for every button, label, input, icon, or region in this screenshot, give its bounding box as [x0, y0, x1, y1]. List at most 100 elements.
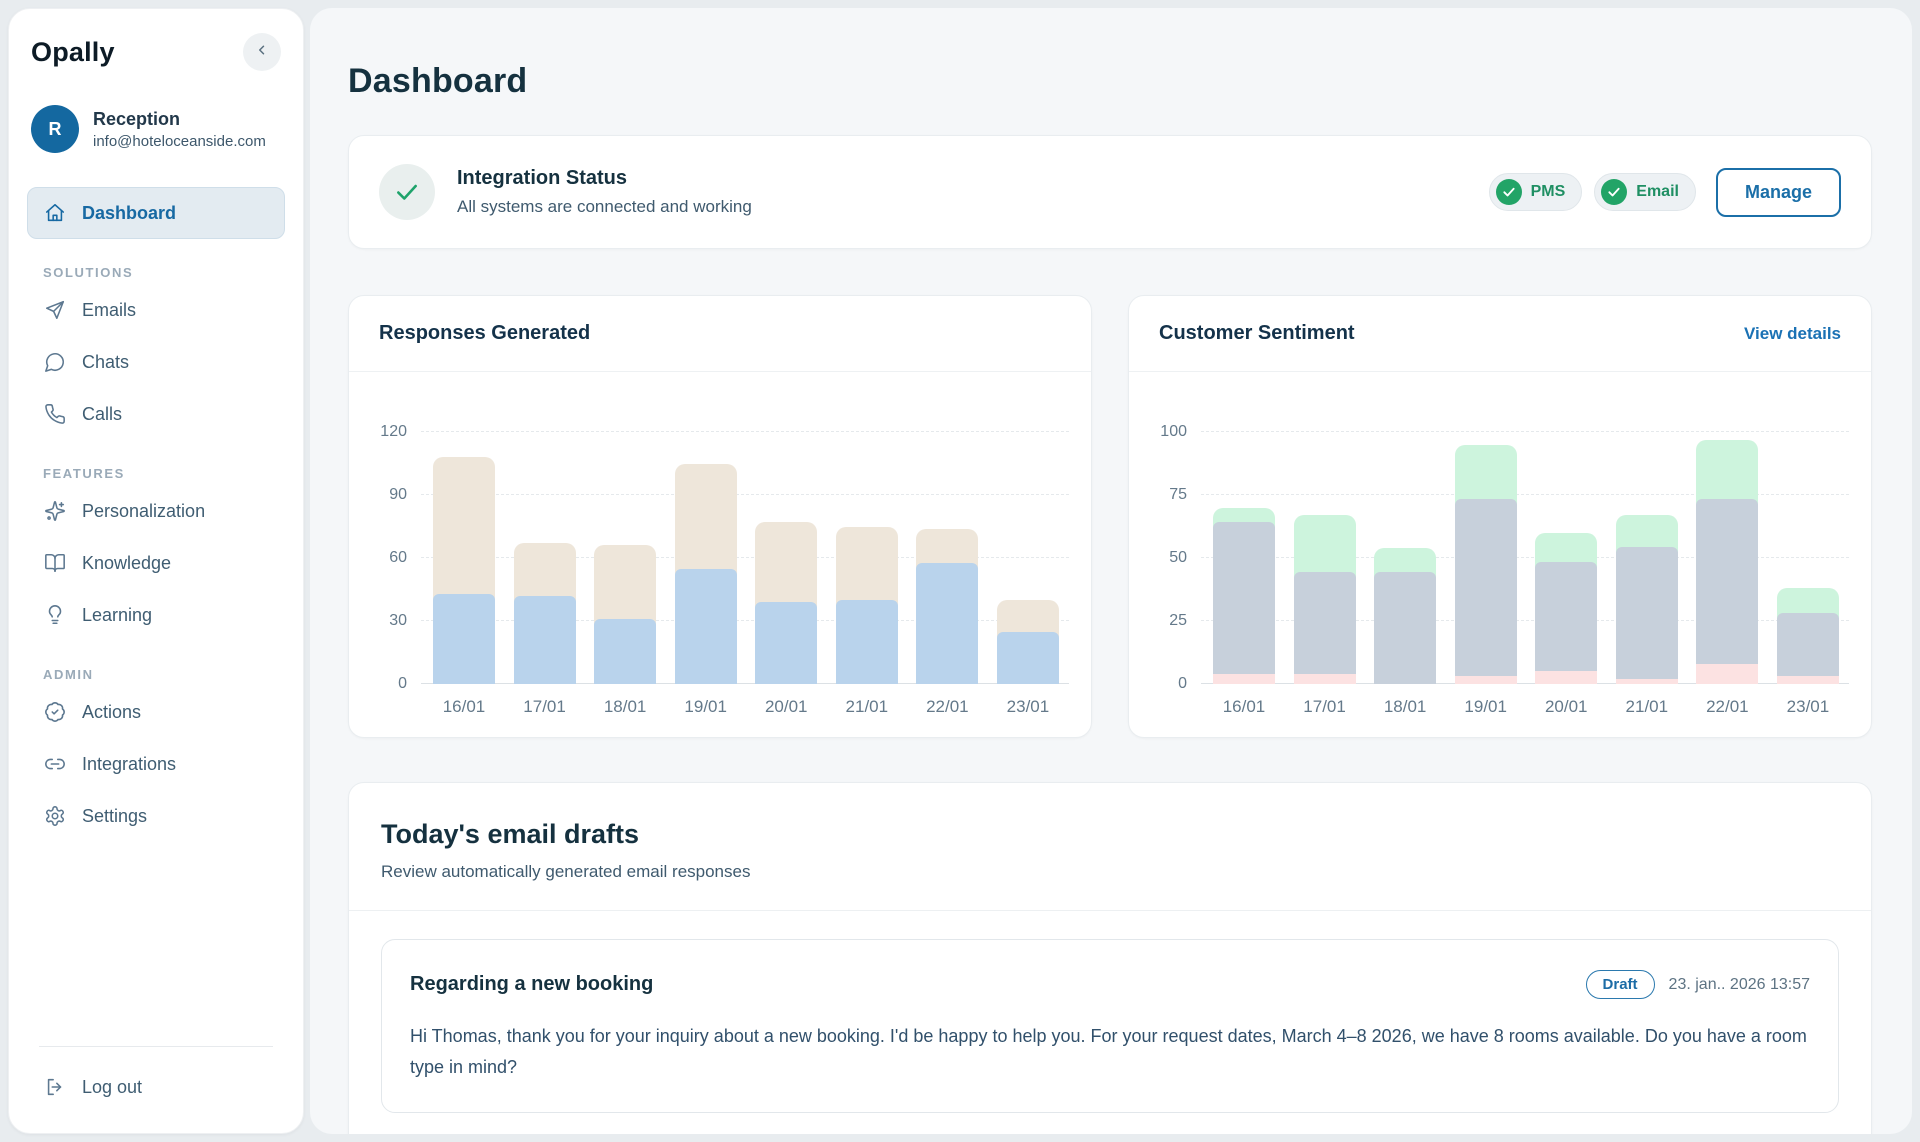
- user-email: info@hoteloceanside.com: [93, 132, 266, 150]
- draft-subject: Regarding a new booking: [410, 973, 654, 995]
- sidebar-item-integrations[interactable]: Integrations: [27, 738, 285, 790]
- bar-segment-total-remainder: [433, 457, 495, 600]
- bar-19/01[interactable]: [1454, 444, 1517, 684]
- nav-section-label: FEATURES: [43, 466, 125, 481]
- nav-section-label: ADMIN: [43, 667, 94, 682]
- link-icon: [44, 753, 66, 775]
- y-axis-tick: 120: [380, 423, 407, 440]
- draft-timestamp: 23. jan.. 2026 13:57: [1668, 975, 1810, 993]
- bar-21/01[interactable]: [835, 526, 898, 684]
- main-content: Dashboard Integration Status All systems…: [310, 8, 1912, 1134]
- logout-label: Log out: [82, 1076, 143, 1097]
- sidebar-item-actions[interactable]: Actions: [27, 686, 285, 738]
- bar-22/01[interactable]: [1696, 439, 1759, 684]
- gridline: [1201, 557, 1849, 558]
- bar-21/01[interactable]: [1615, 515, 1678, 684]
- responses-chart-card: Responses Generated 0 30 60 90 120 16/01 17/01…: [348, 295, 1092, 738]
- user-name: Reception: [93, 108, 181, 129]
- bar-19/01[interactable]: [674, 463, 737, 684]
- drafts-title: Today's email drafts: [381, 819, 640, 849]
- integration-title: Integration Status: [457, 167, 628, 189]
- x-axis-tick: 19/01: [684, 697, 727, 716]
- bar-segment-neutral: [1374, 572, 1437, 684]
- bar-segment-total-remainder: [835, 526, 898, 607]
- bar-23/01[interactable]: [1776, 588, 1839, 684]
- gear-icon: [44, 805, 66, 827]
- bar-18/01[interactable]: [1374, 547, 1437, 684]
- bars-group: [1213, 396, 1839, 684]
- sidebar-item-learning[interactable]: Learning: [27, 589, 285, 641]
- logout-button[interactable]: Log out: [27, 1061, 285, 1113]
- x-axis-tick: 22/01: [926, 697, 969, 716]
- x-axis-labels: 16/01 17/01 18/01 19/01 20/01 21/01 22/01 23/01: [1213, 697, 1839, 717]
- sidebar-item-settings[interactable]: Settings: [27, 790, 285, 842]
- bar-segment-negative: [1213, 673, 1275, 684]
- sidebar-item-calls[interactable]: Calls: [27, 388, 285, 440]
- responses-chart: 0 30 60 90 120 16/01 17/01 18/01 19/01 20/01 21/01…: [349, 372, 1091, 737]
- sidebar-item-label: Knowledge: [82, 552, 172, 573]
- bar-20/01[interactable]: [755, 522, 818, 684]
- sidebar-item-personalization[interactable]: Personalization: [27, 485, 285, 537]
- sentiment-chart-card: Customer Sentiment View details 0 25 50 75 1…: [1128, 295, 1872, 738]
- x-axis-tick: 20/01: [1544, 697, 1588, 716]
- sentiment-chart: 0 25 50 75 100 16/01 17/01 18/01 19/01 20/01 21/01…: [1129, 372, 1871, 737]
- sidebar-item-label: Integrations: [82, 753, 177, 774]
- chart-plot-area: 0 30 60 90 120: [380, 396, 1069, 692]
- phone-icon: [44, 403, 66, 425]
- home-icon: [44, 202, 66, 224]
- sidebar-item-chats[interactable]: Chats: [27, 336, 285, 388]
- manage-button[interactable]: Manage: [1715, 167, 1841, 217]
- bar-segment-automated: [594, 619, 657, 684]
- sidebar-item-dashboard[interactable]: Dashboard: [27, 187, 285, 239]
- bar-segment-negative: [1535, 671, 1598, 684]
- sidebar-item-knowledge[interactable]: Knowledge: [27, 537, 285, 589]
- chart-plot-area: 0 25 50 75 100: [1160, 396, 1849, 692]
- bar-segment-negative: [1615, 678, 1678, 684]
- bar-16/01[interactable]: [433, 457, 495, 684]
- email-draft-item[interactable]: Regarding a new booking Draft 23. jan.. …: [381, 939, 1839, 1114]
- bar-segment-automated: [835, 600, 898, 684]
- x-axis-tick: 21/01: [845, 697, 889, 716]
- sidebar-item-emails[interactable]: Emails: [27, 284, 285, 336]
- bar-segment-automated: [433, 594, 495, 684]
- sentiment-chart-title: Customer Sentiment: [1159, 322, 1355, 344]
- bar-17/01[interactable]: [513, 543, 576, 684]
- sidebar-item-label: Chats: [82, 351, 130, 372]
- sidebar-collapse-button[interactable]: [243, 33, 281, 71]
- bar-segment-neutral: [1696, 499, 1759, 664]
- y-axis-tick: 25: [1169, 612, 1187, 629]
- chat-icon: [44, 351, 66, 373]
- bar-23/01[interactable]: [996, 600, 1059, 684]
- x-axis-tick: 17/01: [1303, 697, 1346, 716]
- charts-row: Responses Generated 0 30 60 90 120 16/01 17/01…: [348, 295, 1872, 738]
- bar-18/01[interactable]: [594, 545, 657, 684]
- sidebar: Opally R Reception info@hoteloceanside.c…: [8, 8, 304, 1134]
- bar-22/01[interactable]: [916, 528, 979, 684]
- bulb-icon: [44, 604, 66, 626]
- x-axis-tick: 18/01: [603, 697, 647, 716]
- bar-17/01[interactable]: [1293, 515, 1356, 684]
- x-axis-tick: 23/01: [1786, 697, 1830, 716]
- badge-check-icon: [44, 701, 66, 723]
- x-axis-tick: 17/01: [523, 697, 566, 716]
- integration-badge-label: Email: [1636, 183, 1679, 200]
- integration-badge-pms: PMS: [1488, 173, 1583, 211]
- bar-segment-automated: [916, 562, 979, 684]
- view-details-link[interactable]: View details: [1743, 323, 1841, 343]
- bars-group: [433, 396, 1059, 684]
- x-axis-labels: 16/01 17/01 18/01 19/01 20/01 21/01 22/01 23/01: [433, 697, 1059, 717]
- bar-segment-total-remainder: [996, 600, 1059, 638]
- x-axis-tick: 21/01: [1625, 697, 1669, 716]
- bar-segment-positive: [1615, 515, 1678, 553]
- gridline: [1201, 494, 1849, 495]
- y-axis-tick: 75: [1169, 486, 1187, 503]
- x-axis-tick: 22/01: [1706, 697, 1749, 716]
- sidebar-divider: [39, 1046, 273, 1047]
- bar-segment-positive: [1293, 515, 1356, 579]
- bar-16/01[interactable]: [1213, 507, 1275, 684]
- status-check-icon: [379, 164, 435, 220]
- bar-20/01[interactable]: [1535, 532, 1598, 684]
- gridline: [421, 431, 1069, 432]
- bar-segment-positive: [1454, 444, 1517, 506]
